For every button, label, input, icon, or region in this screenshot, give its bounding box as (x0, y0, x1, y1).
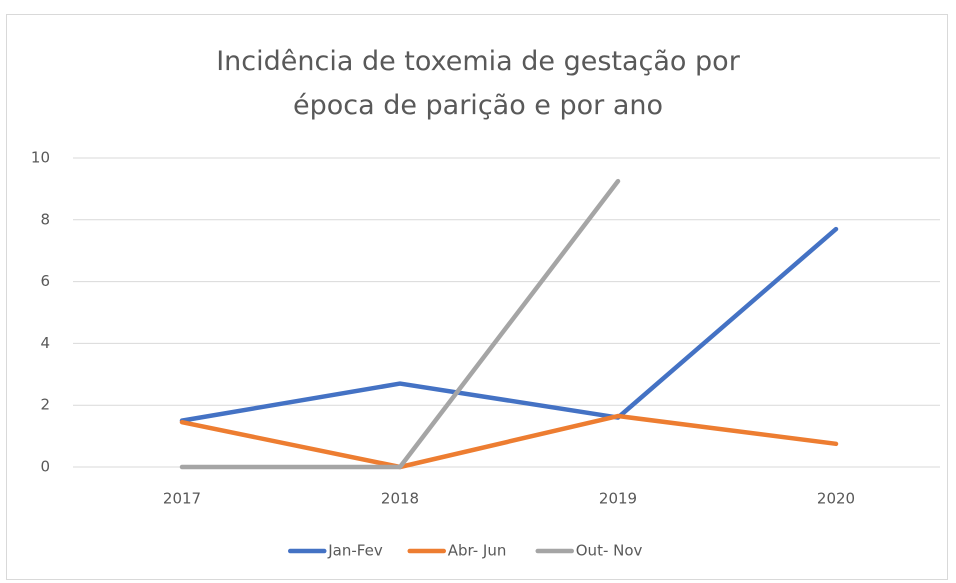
chart-frame (6, 14, 948, 580)
series-line (179, 226, 839, 423)
series-line (179, 178, 621, 470)
y-tick-label: 4 (40, 334, 50, 352)
legend-label: Abr- Jun (448, 542, 507, 560)
legend-label: Jan-Fev (327, 542, 383, 560)
x-tick-label: 2020 (817, 490, 855, 508)
x-tick-label: 2017 (163, 490, 201, 508)
x-tick-label: 2018 (381, 490, 419, 508)
y-tick-label: 8 (40, 210, 50, 228)
legend-label: Out- Nov (576, 542, 643, 560)
chart-title: Incidência de toxemia de gestação por ép… (216, 46, 740, 121)
series-line (179, 413, 839, 470)
y-tick-label: 10 (31, 149, 50, 167)
y-tick-label: 0 (40, 458, 50, 476)
y-tick-label: 2 (40, 396, 50, 414)
x-tick-label: 2019 (599, 490, 637, 508)
y-tick-label: 6 (40, 272, 50, 290)
